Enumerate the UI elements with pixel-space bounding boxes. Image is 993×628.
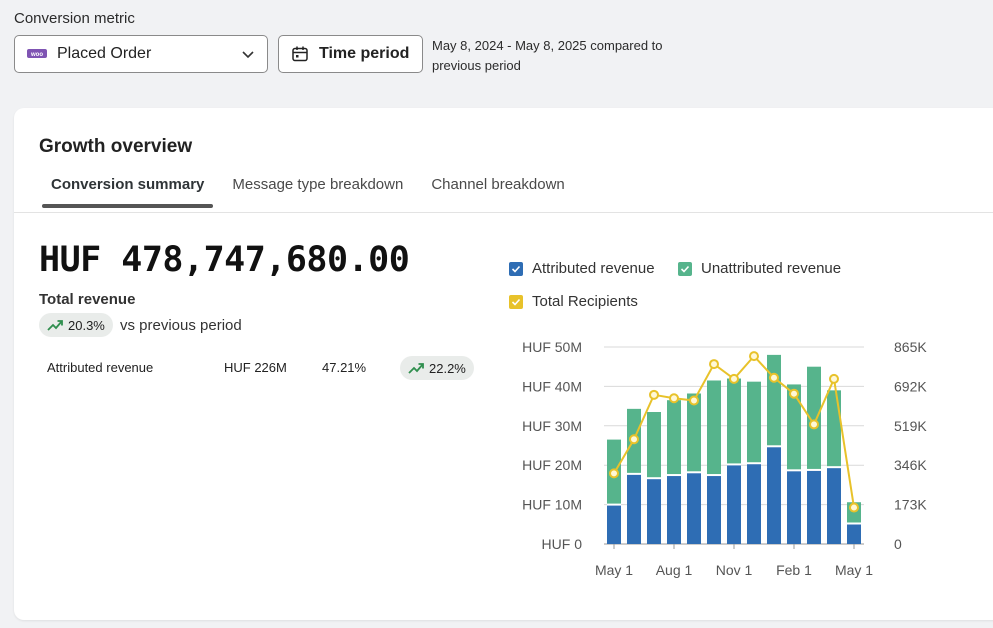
tab-divider bbox=[14, 212, 993, 213]
x-tick-label: Aug 1 bbox=[656, 562, 693, 578]
legend-recipients[interactable]: Total Recipients bbox=[509, 293, 638, 310]
bar-unattributed bbox=[827, 390, 841, 468]
y-left-tick-label: HUF 30M bbox=[522, 418, 582, 434]
bar-attributed bbox=[647, 478, 661, 544]
checkbox-checked-icon bbox=[509, 294, 523, 309]
bar-unattributed bbox=[747, 381, 761, 464]
recipients-point bbox=[669, 393, 679, 404]
woo-icon: woo bbox=[27, 49, 47, 58]
vs-previous-text: vs previous period bbox=[120, 317, 242, 334]
total-change-value: 20.3% bbox=[68, 317, 105, 333]
y-right-tick-label: 173K bbox=[894, 497, 927, 513]
recipients-point bbox=[729, 373, 739, 384]
y-left-tick-label: HUF 50M bbox=[522, 339, 582, 355]
recipients-point bbox=[629, 434, 639, 445]
bar-unattributed bbox=[787, 384, 801, 471]
bar-attributed bbox=[667, 475, 681, 544]
trend-up-icon bbox=[47, 320, 63, 331]
calendar-icon bbox=[292, 46, 308, 62]
growth-overview-card: Growth overview Conversion summary Messa… bbox=[14, 108, 993, 620]
conversion-metric-value: Placed Order bbox=[57, 45, 152, 62]
attributed-row-label: Attributed revenue bbox=[47, 360, 154, 375]
x-tick-label: May 1 bbox=[835, 562, 873, 578]
y-left-tick-label: HUF 20M bbox=[522, 457, 582, 473]
date-range-text: May 8, 2024 - May 8, 2025 compared to pr… bbox=[432, 36, 712, 76]
attributed-change-value: 22.2% bbox=[429, 360, 466, 376]
bar-unattributed bbox=[727, 378, 741, 465]
bar-attributed bbox=[827, 467, 841, 544]
y-right-tick-label: 865K bbox=[894, 339, 927, 355]
conversion-metric-select[interactable]: woo Placed Order bbox=[14, 35, 268, 73]
total-revenue-value: HUF 478,747,680.00 bbox=[39, 240, 410, 280]
growth-chart: HUF 0 HUF 10M HUF 20M HUF 30M HUF 40M HUF 50M… bbox=[522, 339, 927, 578]
recipients-point bbox=[849, 502, 859, 513]
y-right-tick-label: 0 bbox=[894, 536, 902, 552]
tab-bar: Conversion summary Message type breakdow… bbox=[42, 172, 584, 212]
legend-attributed-label: Attributed revenue bbox=[532, 260, 655, 277]
recipients-point bbox=[609, 468, 619, 479]
bar-attributed bbox=[747, 463, 761, 544]
bar-unattributed bbox=[767, 354, 781, 447]
attributed-row-amount: HUF 226M bbox=[224, 360, 287, 375]
total-revenue-label: Total revenue bbox=[39, 291, 136, 308]
y-left-tick-label: HUF 10M bbox=[522, 497, 582, 513]
y-right-tick-label: 692K bbox=[894, 378, 927, 394]
y-right-tick-label: 346K bbox=[894, 457, 927, 473]
legend-unattributed[interactable]: Unattributed revenue bbox=[678, 260, 841, 277]
trend-up-icon bbox=[408, 363, 424, 374]
conversion-metric-label: Conversion metric bbox=[14, 10, 135, 27]
x-tick-label: Nov 1 bbox=[716, 562, 753, 578]
chevron-down-icon bbox=[242, 51, 254, 59]
recipients-point bbox=[689, 395, 699, 406]
bar-attributed bbox=[607, 504, 621, 544]
legend-recipients-label: Total Recipients bbox=[532, 293, 638, 310]
y-left-tick-label: HUF 0 bbox=[542, 536, 583, 552]
bar-unattributed bbox=[667, 400, 681, 476]
attributed-change-badge: 22.2% bbox=[400, 356, 474, 380]
bar-attributed bbox=[727, 464, 741, 544]
recipients-point bbox=[789, 388, 799, 399]
legend-attributed[interactable]: Attributed revenue bbox=[509, 260, 655, 277]
bar-unattributed bbox=[687, 393, 701, 473]
bar-attributed bbox=[787, 470, 801, 544]
bar-unattributed bbox=[647, 412, 661, 479]
checkbox-checked-icon bbox=[509, 261, 523, 276]
bar-unattributed bbox=[807, 366, 821, 470]
date-range-line-1: May 8, 2024 - May 8, 2025 compared to bbox=[432, 38, 663, 53]
bar-attributed bbox=[687, 472, 701, 544]
bar-attributed bbox=[767, 446, 781, 544]
y-right-tick-label: 519K bbox=[894, 418, 927, 434]
total-change-badge: 20.3% bbox=[39, 313, 113, 337]
recipients-point bbox=[769, 372, 779, 383]
recipients-point bbox=[649, 389, 659, 400]
bar-attributed bbox=[707, 475, 721, 544]
recipients-point bbox=[749, 351, 759, 362]
tab-conversion-summary[interactable]: Conversion summary bbox=[42, 172, 214, 208]
recipients-point bbox=[829, 373, 839, 384]
legend-unattributed-label: Unattributed revenue bbox=[701, 260, 842, 277]
y-left-tick-label: HUF 40M bbox=[522, 378, 582, 394]
attributed-row-share: 47.21% bbox=[322, 360, 367, 375]
bar-attributed bbox=[807, 469, 821, 544]
time-period-label: Time period bbox=[319, 45, 410, 62]
card-title: Growth overview bbox=[39, 136, 193, 157]
tab-channel-breakdown[interactable]: Channel breakdown bbox=[431, 176, 565, 193]
tab-message-type-breakdown[interactable]: Message type breakdown bbox=[232, 176, 404, 193]
svg-text:woo: woo bbox=[30, 52, 43, 58]
recipients-point bbox=[709, 359, 719, 370]
bar-attributed bbox=[847, 523, 861, 544]
recipients-point bbox=[809, 419, 819, 430]
checkbox-checked-icon bbox=[678, 261, 692, 276]
time-period-button[interactable]: Time period bbox=[278, 35, 423, 73]
bar-unattributed bbox=[707, 380, 721, 476]
date-range-line-2: previous period bbox=[432, 58, 521, 73]
x-tick-label: May 1 bbox=[595, 562, 633, 578]
bar-attributed bbox=[627, 473, 641, 544]
x-tick-label: Feb 1 bbox=[776, 562, 812, 578]
